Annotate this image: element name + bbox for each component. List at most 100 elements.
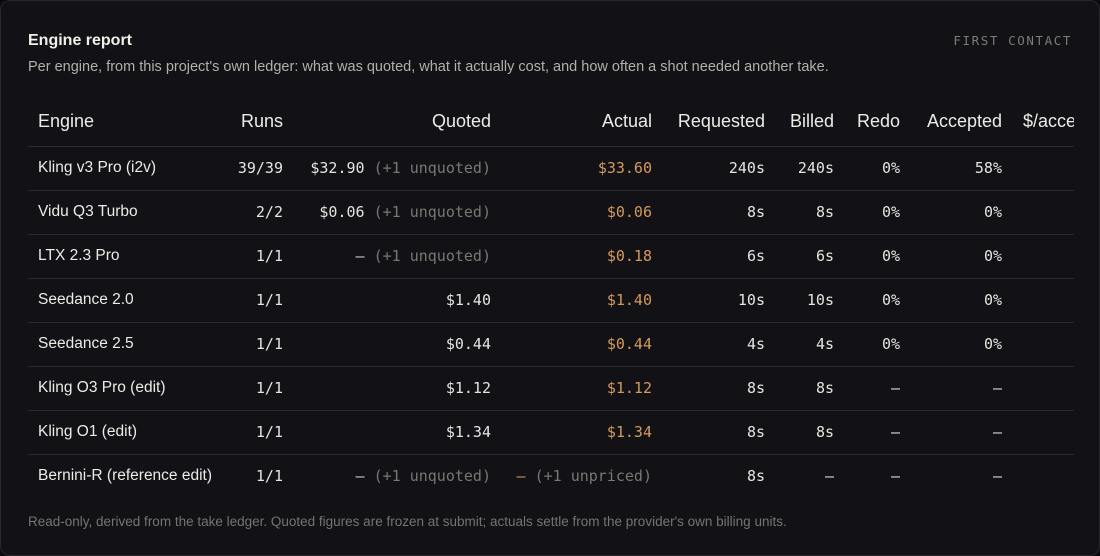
cell-runs: 2/2 (213, 190, 283, 235)
actual-value: $0.44 (606, 335, 652, 353)
cell-engine: LTX 2.3 Pro (28, 234, 213, 279)
cell-quoted: — (+1 unquoted) (283, 454, 491, 498)
quoted-value: — (355, 247, 365, 265)
engine-table: Engine Runs Quoted Actual Requested Bill… (28, 97, 1074, 498)
cell-redo: 0% (834, 278, 900, 323)
cell-engine: Seedance 2.0 (28, 278, 213, 323)
cell-redo: — (834, 410, 900, 455)
cell-actual: $0.18 (491, 234, 652, 279)
cell-engine: Bernini-R (reference edit) (38, 467, 213, 485)
cell-requested: 240s (652, 146, 765, 191)
actual-note: (+1 unpriced) (534, 467, 652, 486)
cell-engine: Kling O1 (edit) (28, 410, 213, 455)
cell-redo: 0% (834, 190, 900, 235)
cell-engine: Seedance 2.5 (28, 322, 213, 367)
cell-billed: 10s (765, 278, 834, 323)
cell-per-accepted (1002, 366, 1074, 411)
cell-requested: 4s (652, 322, 765, 367)
column-header-billed: Billed (765, 97, 834, 147)
cell-requested: 8s (652, 410, 765, 455)
column-header-redo: Redo (834, 97, 900, 147)
report-title: Engine report (28, 32, 133, 49)
cell-runs: 1/1 (255, 467, 283, 486)
quoted-value: $1.12 (445, 379, 491, 397)
column-header-quoted: Quoted (283, 97, 491, 147)
cell-engine: Kling O3 Pro (edit) (28, 366, 213, 411)
cell-runs: 1/1 (213, 410, 283, 455)
table-row: Vidu Q3 Turbo 2/2 $0.06 (+1 unquoted) $0.06… (28, 190, 1074, 235)
actual-value: $1.12 (606, 379, 652, 397)
column-header-runs: Runs (213, 97, 283, 147)
engine-table-scroll[interactable]: Engine Runs Quoted Actual Requested Bill… (28, 97, 1074, 499)
cell-redo: — (834, 366, 900, 411)
table-row: Seedance 2.5 1/1 $0.44 $0.44 4s 4s 0% 0% (28, 322, 1074, 367)
cell-runs: 1/1 (213, 366, 283, 411)
cell-billed: 8s (765, 190, 834, 235)
cell-actual: $1.40 (491, 278, 652, 323)
quoted-value: $1.40 (445, 291, 491, 309)
quoted-value: $32.90 (310, 159, 365, 177)
cell-accepted: — (900, 410, 1002, 455)
column-header-accepted: Accepted (900, 97, 1002, 147)
cell-billed: 240s (765, 146, 834, 191)
cell-accepted: 0% (900, 322, 1002, 367)
cell-per-accepted (1002, 322, 1074, 367)
cell-billed: 4s (765, 322, 834, 367)
quoted-value: $1.34 (445, 423, 491, 441)
report-subtitle: Per engine, from this project's own ledg… (28, 59, 829, 75)
cell-per-accepted (1002, 410, 1074, 455)
cell-accepted: — (900, 366, 1002, 411)
cell-actual: $0.06 (491, 190, 652, 235)
actual-value: $33.60 (597, 159, 652, 177)
cell-runs: 39/39 (213, 146, 283, 191)
cell-actual: $33.60 (491, 146, 652, 191)
cell-quoted: — (+1 unquoted) (283, 234, 491, 279)
footer-note: Read-only, derived from the take ledger.… (28, 514, 787, 529)
actual-value: $1.40 (606, 291, 652, 309)
cell-redo: — (890, 467, 900, 486)
actual-value: $1.34 (606, 423, 652, 441)
quoted-value: $0.06 (319, 203, 365, 221)
cell-quoted: $1.40 (283, 278, 491, 323)
cell-requested: 8s (652, 190, 765, 235)
cell-runs: 1/1 (213, 278, 283, 323)
table-row: Seedance 2.0 1/1 $1.40 $1.40 10s 10s 0% 0% (28, 278, 1074, 323)
cell-accepted: 58% (900, 146, 1002, 191)
cell-requested: 8s (652, 366, 765, 411)
cell-per-accepted (1002, 454, 1074, 498)
cell-accepted: 0% (900, 190, 1002, 235)
cell-per-accepted (1002, 146, 1074, 191)
cell-redo: 0% (834, 234, 900, 279)
cell-runs: 1/1 (213, 322, 283, 367)
cell-accepted: 0% (900, 278, 1002, 323)
cell-actual: $1.34 (491, 410, 652, 455)
cell-per-accepted (1002, 234, 1074, 279)
cell-engine: Vidu Q3 Turbo (28, 190, 213, 235)
cell-redo: 0% (834, 146, 900, 191)
cell-per-accepted (1002, 190, 1074, 235)
quoted-note: (+1 unquoted) (373, 159, 491, 177)
column-header-requested: Requested (652, 97, 765, 147)
quoted-note: (+1 unquoted) (373, 467, 491, 486)
cell-redo: 0% (834, 322, 900, 367)
cell-requested: 10s (652, 278, 765, 323)
cell-actual: — (+1 unpriced) (491, 454, 652, 498)
actual-value: $0.18 (606, 247, 652, 265)
actual-value: $0.06 (606, 203, 652, 221)
actual-value: — (516, 467, 526, 486)
cell-billed: 8s (765, 366, 834, 411)
cell-quoted: $1.12 (283, 366, 491, 411)
cell-quoted: $0.44 (283, 322, 491, 367)
table-row: Kling O3 Pro (edit) 1/1 $1.12 $1.12 8s 8s — — (28, 366, 1074, 411)
cell-per-accepted (1002, 278, 1074, 323)
cell-requested: 6s (652, 234, 765, 279)
cell-billed: 8s (765, 410, 834, 455)
table-row: Kling O1 (edit) 1/1 $1.34 $1.34 8s 8s — — (28, 410, 1074, 455)
column-header-actual: Actual (491, 97, 652, 147)
table-row: Kling v3 Pro (i2v) 39/39 $32.90 (+1 unquot… (28, 146, 1074, 191)
cell-accepted: 0% (900, 234, 1002, 279)
column-header-per-accepted: $/accepted (1002, 97, 1074, 147)
cell-requested: 8s (746, 467, 765, 486)
cell-engine: Kling v3 Pro (i2v) (28, 146, 213, 191)
